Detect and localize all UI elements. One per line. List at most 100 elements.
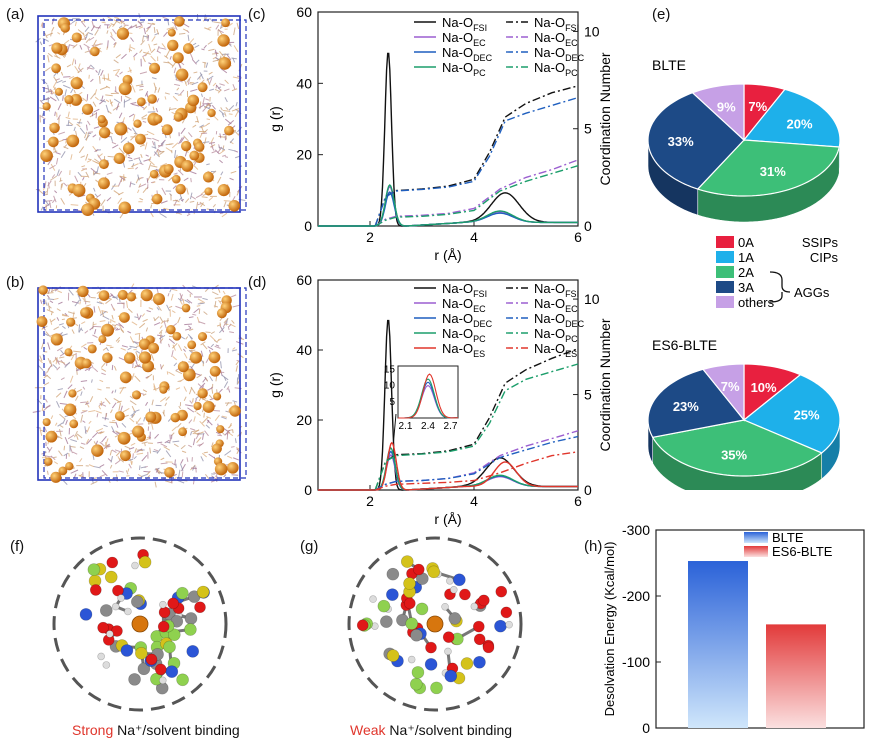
coordination-line: [374, 363, 579, 491]
bond-stick: [118, 147, 125, 155]
bond-stick: [42, 406, 48, 412]
bond-stick: [87, 158, 92, 161]
na-ion-sphere: [89, 46, 100, 57]
bond-stick: [43, 202, 51, 209]
bond-stick: [232, 400, 238, 403]
bond-stick: [184, 299, 191, 304]
bond-stick: [99, 99, 107, 103]
bond-stick: [178, 469, 181, 478]
bond-stick: [115, 421, 119, 428]
bond-stick: [189, 336, 193, 340]
bond-stick: [85, 133, 89, 141]
bond-stick: [49, 360, 53, 367]
na-ion-sphere: [216, 425, 225, 434]
legend-label: Na-OES: [534, 341, 577, 359]
bond-stick: [141, 313, 146, 317]
bond-stick: [60, 377, 65, 381]
bond-stick: [220, 107, 223, 111]
atom: [425, 641, 437, 654]
na-ion-sphere: [42, 418, 51, 427]
atom: [410, 628, 423, 642]
bond-stick: [214, 297, 221, 299]
bond-stick: [50, 88, 53, 95]
bond-stick: [144, 51, 150, 57]
x-tick-label: 6: [574, 493, 582, 509]
na-ion-sphere: [133, 119, 142, 128]
bond-stick: [146, 470, 151, 475]
bond-stick: [85, 33, 88, 39]
legend-base: Na-O: [534, 45, 565, 60]
bond-stick: [74, 175, 79, 183]
bond-stick: [47, 180, 52, 187]
bond-stick: [142, 389, 148, 393]
pie-data-label: 35%: [721, 447, 747, 462]
atom: [386, 567, 400, 581]
y-tick-label: 20: [296, 412, 312, 428]
na-ion-sphere: [159, 385, 168, 394]
bond-stick: [215, 431, 221, 435]
bond-stick: [74, 430, 78, 438]
bond-stick: [232, 347, 236, 350]
bond-stick: [63, 39, 70, 45]
bond-stick: [168, 343, 170, 348]
bond-stick: [56, 317, 60, 321]
bond-stick: [63, 480, 68, 485]
bond-stick: [68, 121, 74, 126]
bond-stick: [68, 44, 76, 47]
bond-stick: [196, 73, 203, 80]
atom: [369, 595, 377, 603]
bond-stick: [55, 357, 58, 365]
bond-stick: [41, 22, 44, 29]
bond-stick: [44, 455, 53, 458]
na-ion-sphere: [118, 312, 130, 323]
na-ion-sphere: [97, 115, 106, 124]
bond-stick: [50, 163, 56, 171]
inset-x-tick-label: 2.4: [421, 421, 435, 432]
bond-stick: [89, 112, 97, 118]
bond-stick: [164, 439, 170, 444]
bond-stick: [126, 153, 131, 157]
legend-label: Na-OPC: [534, 326, 578, 344]
bond-stick: [77, 29, 85, 36]
pie-slice-2A: [651, 419, 823, 477]
bond-stick: [55, 157, 59, 165]
bond-stick: [105, 347, 109, 352]
bond-stick: [80, 343, 87, 348]
bond-stick: [80, 401, 87, 404]
bond-stick: [213, 21, 221, 24]
bond-stick: [93, 108, 100, 113]
bond-stick: [143, 35, 149, 38]
bond-stick: [76, 123, 81, 128]
bond-stick: [127, 127, 132, 131]
bond-stick: [53, 456, 57, 459]
atom: [444, 669, 458, 683]
bond-stick: [113, 365, 117, 371]
bond-stick: [192, 313, 197, 316]
bond-stick: [133, 157, 141, 160]
na-ion-sphere: [193, 401, 202, 411]
bond-stick: [151, 36, 156, 42]
bond-stick: [81, 167, 87, 172]
atom: [111, 602, 120, 611]
na-ion-sphere: [69, 419, 79, 429]
bond-stick: [134, 332, 141, 335]
bond-stick: [147, 22, 155, 25]
na-ion-sphere: [132, 425, 145, 438]
box-front-face: [37, 287, 241, 481]
pie-slice-0A: [743, 83, 786, 142]
na-ion-sphere: [226, 461, 239, 474]
bond-stick: [232, 83, 236, 90]
bond-stick: [103, 424, 108, 428]
legend-sub: DEC: [565, 319, 585, 329]
bond-stick: [150, 48, 156, 54]
bond-stick: [137, 174, 140, 181]
legend-label: Na-OFSI: [534, 15, 579, 33]
bond-stick: [128, 159, 133, 162]
bond-stick: [92, 334, 98, 339]
bond-stick: [81, 165, 86, 168]
bond-stick: [85, 38, 91, 44]
bond-stick: [136, 452, 144, 455]
bond-stick: [188, 38, 195, 45]
legend-base: Na-O: [534, 341, 565, 356]
